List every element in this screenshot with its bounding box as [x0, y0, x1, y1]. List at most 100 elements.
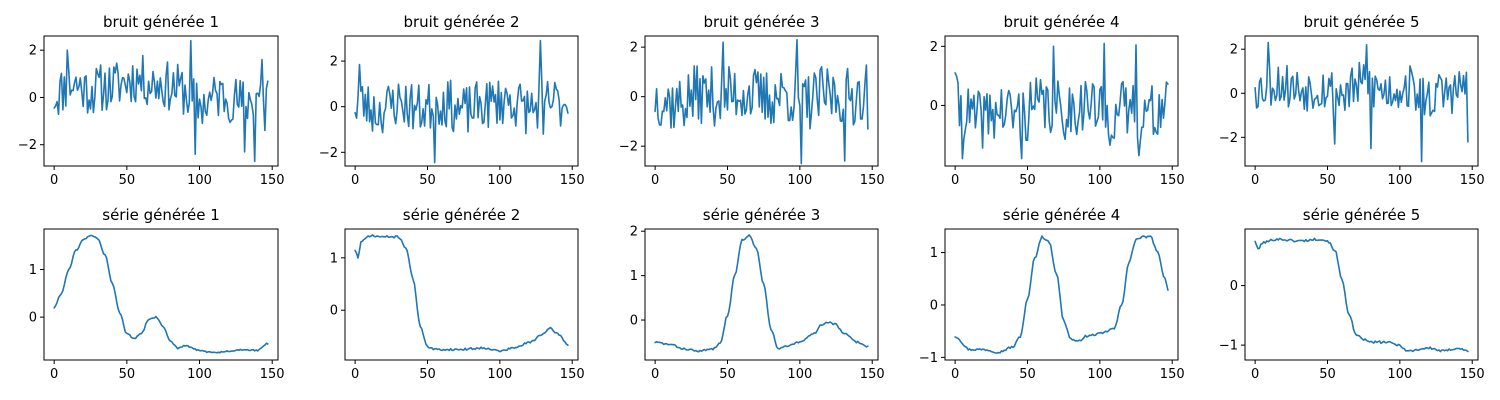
y-tick-label: 2	[930, 40, 938, 55]
x-tick-label: 0	[1251, 173, 1259, 188]
x-tick-label: 0	[50, 173, 58, 188]
y-tick-label: −2	[18, 138, 37, 153]
x-tick-label: 150	[560, 367, 585, 382]
x-tick-label: 150	[860, 173, 885, 188]
series-line	[654, 38, 869, 165]
y-tick-label: −1	[1219, 339, 1238, 354]
y-tick-label: −2	[619, 140, 638, 155]
x-tick-label: 50	[119, 173, 136, 188]
panel-6: série générée 1 0 50 100 150 0 1	[29, 206, 285, 382]
series-line	[53, 39, 269, 163]
axes-frame	[1244, 228, 1479, 361]
y-tick-label: 0	[1230, 87, 1238, 102]
y-tick-label: 0	[330, 100, 338, 115]
panel-title: bruit générée 4	[1003, 13, 1119, 31]
series-line	[1254, 41, 1469, 163]
x-tick-label: 100	[787, 367, 812, 382]
x-tick-label: 50	[1019, 367, 1036, 382]
y-tick-label: −2	[319, 146, 338, 161]
panel-title: bruit générée 3	[703, 13, 819, 31]
panel-1: bruit générée 1 0 50 100 150 −2 0 2	[18, 13, 285, 188]
x-tick-label: 50	[719, 173, 736, 188]
x-tick-label: 0	[651, 173, 659, 188]
x-tick-label: 100	[1387, 367, 1412, 382]
panel-5: bruit générée 5 0 50 100 150 −2 0 2	[1219, 13, 1485, 188]
x-tick-label: 150	[860, 367, 885, 382]
x-tick-label: 50	[419, 367, 436, 382]
panel-3: bruit générée 3 0 50 100 150 −2 0 2	[619, 13, 885, 188]
panel-title: bruit générée 5	[1303, 13, 1419, 31]
x-tick-label: 100	[1087, 173, 1112, 188]
x-tick-label: 100	[787, 173, 812, 188]
y-tick-label: 0	[29, 91, 37, 106]
x-tick-label: 0	[50, 367, 58, 382]
axes-frame	[944, 35, 1179, 167]
series-line	[954, 235, 1169, 354]
x-tick-label: 0	[651, 367, 659, 382]
x-tick-label: 0	[1251, 367, 1259, 382]
x-tick-label: 100	[487, 173, 512, 188]
axes-frame	[644, 228, 879, 361]
x-tick-label: 0	[951, 367, 959, 382]
panel-title: série générée 2	[403, 206, 520, 224]
x-tick-label: 100	[1387, 173, 1412, 188]
x-tick-label: 100	[187, 173, 212, 188]
x-tick-label: 0	[351, 367, 359, 382]
panel-title: bruit générée 2	[403, 13, 519, 31]
axes-frame	[344, 35, 579, 167]
y-tick-label: 0	[1230, 279, 1238, 294]
y-tick-label: 0	[930, 99, 938, 114]
x-tick-label: 50	[419, 173, 436, 188]
panel-4: bruit générée 4 0 50 100 150 0 2	[930, 13, 1185, 188]
panel-title: série générée 1	[102, 206, 219, 224]
x-tick-label: 50	[1019, 173, 1036, 188]
x-tick-label: 150	[1460, 173, 1485, 188]
y-tick-label: 1	[630, 269, 638, 284]
series-line	[354, 39, 569, 164]
series-line	[354, 234, 569, 353]
series-line	[654, 234, 869, 353]
panel-9: série générée 4 0 50 100 150 −1 0 1	[919, 206, 1185, 382]
x-tick-label: 50	[1319, 367, 1336, 382]
y-tick-label: 2	[630, 225, 638, 240]
series-line	[954, 42, 1169, 160]
y-tick-label: 1	[930, 246, 938, 261]
y-tick-label: 0	[630, 90, 638, 105]
x-tick-label: 0	[951, 173, 959, 188]
y-tick-label: 2	[330, 55, 338, 70]
y-tick-label: 0	[930, 298, 938, 313]
x-tick-label: 150	[1160, 367, 1185, 382]
panel-title: bruit générée 1	[103, 13, 219, 31]
y-tick-label: −2	[1219, 131, 1238, 146]
x-tick-label: 150	[260, 367, 285, 382]
x-tick-label: 100	[1087, 367, 1112, 382]
panel-title: série générée 5	[1303, 206, 1420, 224]
x-tick-label: 150	[260, 173, 285, 188]
axes-frame	[944, 228, 1179, 361]
axes-frame	[43, 35, 279, 167]
x-tick-label: 150	[1160, 173, 1185, 188]
y-tick-label: 2	[630, 41, 638, 56]
x-tick-label: 150	[1460, 367, 1485, 382]
x-tick-label: 50	[119, 367, 136, 382]
y-tick-label: 0	[630, 314, 638, 329]
series-line	[53, 234, 269, 354]
y-tick-label: 2	[1230, 43, 1238, 58]
y-tick-label: 1	[330, 251, 338, 266]
panel-title: série générée 3	[703, 206, 820, 224]
axes-frame	[1244, 35, 1479, 167]
x-tick-label: 100	[187, 367, 212, 382]
panel-7: série générée 2 0 50 100 150 0 1	[330, 206, 585, 382]
panel-title: série générée 4	[1003, 206, 1120, 224]
x-tick-label: 50	[719, 367, 736, 382]
y-tick-label: 0	[330, 304, 338, 319]
panel-10: série générée 5 0 50 100 150 −1 0	[1219, 206, 1485, 382]
y-tick-label: 0	[29, 311, 37, 326]
panel-2: bruit générée 2 0 50 100 150 −2 0 2	[319, 13, 585, 188]
panel-8: série générée 3 0 50 100 150 0 1 2	[630, 206, 885, 382]
axes-frame	[644, 35, 879, 167]
x-tick-label: 150	[560, 173, 585, 188]
x-tick-label: 0	[351, 173, 359, 188]
y-tick-label: −1	[919, 351, 938, 366]
